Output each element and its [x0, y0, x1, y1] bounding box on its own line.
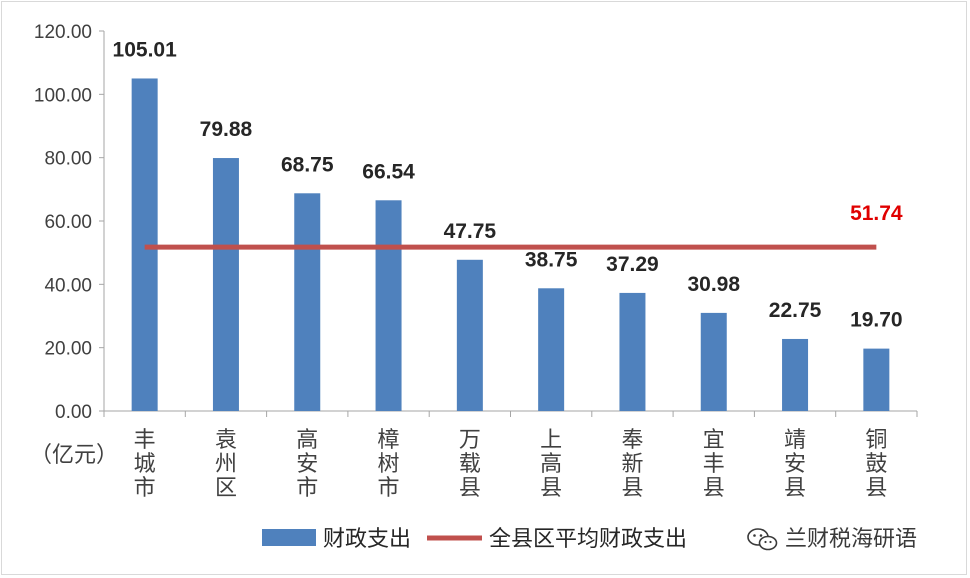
data-labels-layer: 105.01 79.88 68.75 66.54 47.75 38.75 37.29 30.9…: [113, 38, 903, 331]
unit-label: （亿元）: [30, 443, 118, 468]
bar-value-label: 47.75: [444, 220, 497, 243]
category-label: 樟树市: [378, 428, 400, 501]
watermark: 兰财税海研语: [747, 527, 917, 552]
category-label: 万载县: [459, 428, 481, 501]
average-value-label: 51.74: [850, 202, 903, 225]
bar: [782, 338, 809, 411]
bar: [212, 158, 239, 411]
bar: [456, 259, 483, 411]
bar: [375, 200, 402, 411]
watermark-text: 兰财税海研语: [785, 527, 917, 552]
category-label: 上高县: [540, 428, 562, 501]
legend-line-label: 全县区平均财政支出: [489, 527, 687, 552]
bar-value-label: 105.01: [113, 38, 178, 61]
category-label: 铜鼓县: [865, 428, 887, 501]
bars-layer: [131, 78, 890, 412]
bar-value-label: 79.88: [200, 118, 253, 141]
y-tick-label: 100.00: [34, 85, 92, 106]
category-label: 袁州区: [215, 428, 237, 501]
y-tick-label: 0.00: [55, 402, 92, 423]
legend-bar-label: 财政支出: [323, 527, 411, 552]
bar-value-label: 68.75: [281, 153, 334, 176]
y-tick-label: 60.00: [44, 212, 92, 233]
bar-value-label: 19.70: [850, 309, 903, 332]
y-tick-label: 20.00: [44, 339, 92, 360]
bar-value-label: 38.75: [525, 248, 578, 271]
average-line-layer: 51.74: [144, 202, 903, 250]
bar: [619, 292, 646, 411]
category-labels-layer: 丰城市 袁州区 高安市 樟树市 万载县 上高县 奉新县 宜丰县 靖安县 铜鼓县: [134, 428, 888, 501]
wechat-icon: [747, 528, 778, 551]
bar: [294, 193, 321, 411]
bar: [538, 288, 565, 411]
y-tick-label: 80.00: [44, 149, 92, 170]
category-label: 靖安县: [784, 428, 806, 501]
legend-bar-swatch: [262, 529, 316, 546]
bar-value-label: 30.98: [687, 273, 740, 296]
category-label: 丰城市: [134, 428, 156, 501]
category-label: 高安市: [296, 428, 318, 501]
y-tick-label: 40.00: [44, 275, 92, 296]
bar-value-label: 66.54: [362, 160, 415, 183]
y-tick-label: 120.00: [34, 22, 92, 43]
bar-value-label: 22.75: [769, 299, 822, 322]
category-label: 奉新县: [621, 428, 643, 501]
axis-layer: 0.00 20.00 40.00 60.00 80.00 100.00 120.00: [34, 22, 918, 423]
category-label: 宜丰县: [703, 428, 725, 501]
bar: [700, 312, 727, 411]
legend: 财政支出 全县区平均财政支出: [262, 527, 687, 552]
bar-value-label: 37.29: [606, 253, 659, 276]
bar: [863, 348, 890, 411]
